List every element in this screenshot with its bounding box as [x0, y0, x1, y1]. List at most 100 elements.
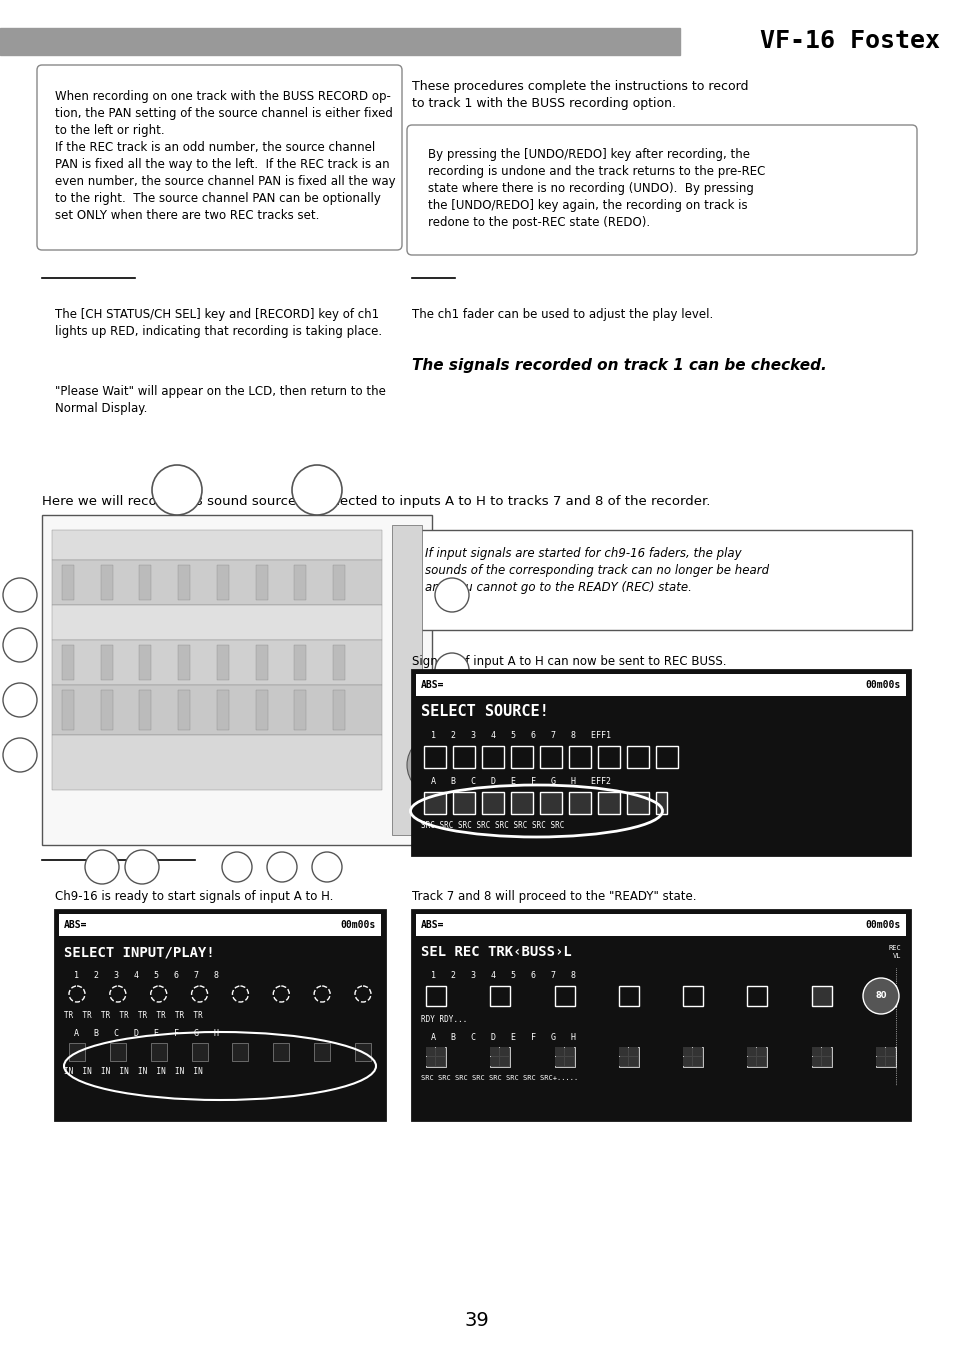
Bar: [151, 1043, 167, 1061]
Text: ABS=: ABS=: [420, 680, 444, 690]
Circle shape: [407, 735, 467, 794]
Bar: [598, 792, 619, 815]
Bar: [101, 690, 112, 730]
Bar: [746, 1047, 756, 1056]
Bar: [618, 1056, 627, 1066]
Circle shape: [151, 986, 167, 1002]
Bar: [436, 1056, 444, 1066]
Circle shape: [435, 653, 469, 688]
Circle shape: [435, 738, 469, 771]
Circle shape: [312, 852, 341, 882]
Bar: [426, 1047, 446, 1067]
Circle shape: [69, 986, 85, 1002]
Bar: [52, 735, 381, 790]
Text: ABS=: ABS=: [64, 920, 88, 929]
Bar: [101, 644, 112, 680]
Text: 00m00s: 00m00s: [864, 920, 900, 929]
Text: ABS=: ABS=: [420, 920, 444, 929]
Bar: [178, 644, 190, 680]
Bar: [490, 1056, 498, 1066]
Text: A   B   C   D   E   F   G   H: A B C D E F G H: [64, 1028, 219, 1038]
Bar: [746, 986, 766, 1006]
Text: RDY RDY...: RDY RDY...: [420, 1015, 467, 1024]
Text: When recording on one track with the BUSS RECORD op-
tion, the PAN setting of th: When recording on one track with the BUS…: [55, 91, 395, 222]
Text: 1   2   3   4   5   6   7   8: 1 2 3 4 5 6 7 8: [420, 971, 576, 981]
Bar: [499, 1047, 509, 1056]
Bar: [885, 1047, 894, 1056]
FancyBboxPatch shape: [37, 65, 401, 250]
Text: 80: 80: [874, 992, 886, 1001]
Bar: [110, 1043, 126, 1061]
Bar: [598, 746, 619, 767]
Bar: [626, 792, 648, 815]
Text: 1   2   3   4   5   6   7   8: 1 2 3 4 5 6 7 8: [64, 971, 219, 981]
Text: 00m00s: 00m00s: [340, 920, 375, 929]
Bar: [564, 1047, 573, 1056]
Bar: [416, 698, 905, 725]
Bar: [682, 1047, 702, 1067]
Bar: [628, 1047, 638, 1056]
Circle shape: [3, 628, 37, 662]
Bar: [294, 690, 306, 730]
Bar: [255, 644, 268, 680]
Text: "Please Wait" will appear on the LCD, then return to the
Normal Display.: "Please Wait" will appear on the LCD, th…: [55, 385, 385, 415]
Circle shape: [233, 986, 248, 1002]
Circle shape: [192, 986, 208, 1002]
Bar: [192, 1043, 208, 1061]
FancyBboxPatch shape: [407, 126, 916, 255]
Text: Ch9-16 is ready to start signals of input A to H.: Ch9-16 is ready to start signals of inpu…: [55, 890, 333, 902]
Bar: [412, 911, 909, 1120]
Bar: [481, 746, 503, 767]
Text: 1   2   3   4   5   6   7   8   EFF1: 1 2 3 4 5 6 7 8 EFF1: [420, 731, 610, 740]
Bar: [255, 565, 268, 600]
Bar: [52, 561, 381, 605]
Text: The [CH STATUS/CH SEL] key and [RECORD] key of ch1
lights up RED, indicating tha: The [CH STATUS/CH SEL] key and [RECORD] …: [55, 308, 382, 338]
Text: The ch1 fader can be used to adjust the play level.: The ch1 fader can be used to adjust the …: [412, 308, 713, 322]
Bar: [628, 1056, 638, 1066]
Bar: [436, 1047, 444, 1056]
Bar: [62, 565, 74, 600]
Text: TR  TR  TR  TR  TR  TR  TR  TR: TR TR TR TR TR TR TR TR: [64, 1011, 203, 1020]
Bar: [481, 792, 503, 815]
Bar: [875, 1056, 884, 1066]
Bar: [554, 1047, 574, 1067]
Bar: [453, 792, 475, 815]
Circle shape: [110, 986, 126, 1002]
Bar: [412, 530, 911, 630]
Bar: [139, 565, 152, 600]
Text: The signals recorded on track 1 can be checked.: The signals recorded on track 1 can be c…: [412, 358, 826, 373]
Bar: [426, 986, 446, 1006]
Bar: [811, 1047, 831, 1067]
Bar: [821, 1047, 830, 1056]
Circle shape: [152, 465, 202, 515]
Bar: [757, 1047, 765, 1056]
Bar: [682, 986, 702, 1006]
Circle shape: [267, 852, 296, 882]
Bar: [499, 1056, 509, 1066]
Bar: [656, 746, 678, 767]
Bar: [52, 605, 381, 640]
Bar: [52, 685, 381, 735]
Text: By pressing the [UNDO/REDO] key after recording, the
recording is undone and the: By pressing the [UNDO/REDO] key after re…: [428, 149, 764, 230]
Bar: [618, 986, 639, 1006]
Bar: [875, 1047, 895, 1067]
Bar: [216, 565, 229, 600]
Bar: [426, 1056, 435, 1066]
Bar: [423, 792, 446, 815]
Circle shape: [3, 684, 37, 717]
Bar: [564, 1056, 573, 1066]
Bar: [568, 792, 590, 815]
Text: These procedures complete the instructions to record
to track 1 with the BUSS re: These procedures complete the instructio…: [412, 80, 748, 109]
Bar: [355, 1043, 371, 1061]
Bar: [333, 565, 345, 600]
Bar: [314, 1043, 330, 1061]
Bar: [811, 986, 831, 1006]
Text: VF-16 Fostex: VF-16 Fostex: [760, 28, 939, 53]
Circle shape: [355, 986, 371, 1002]
Bar: [693, 1047, 701, 1056]
Text: SRC SRC SRC SRC SRC SRC SRC SRC+.....: SRC SRC SRC SRC SRC SRC SRC SRC+.....: [420, 1075, 578, 1081]
Bar: [811, 1056, 820, 1066]
Circle shape: [273, 986, 289, 1002]
Text: Track 7 and 8 will proceed to the "READY" state.: Track 7 and 8 will proceed to the "READY…: [412, 890, 696, 902]
Bar: [821, 1056, 830, 1066]
